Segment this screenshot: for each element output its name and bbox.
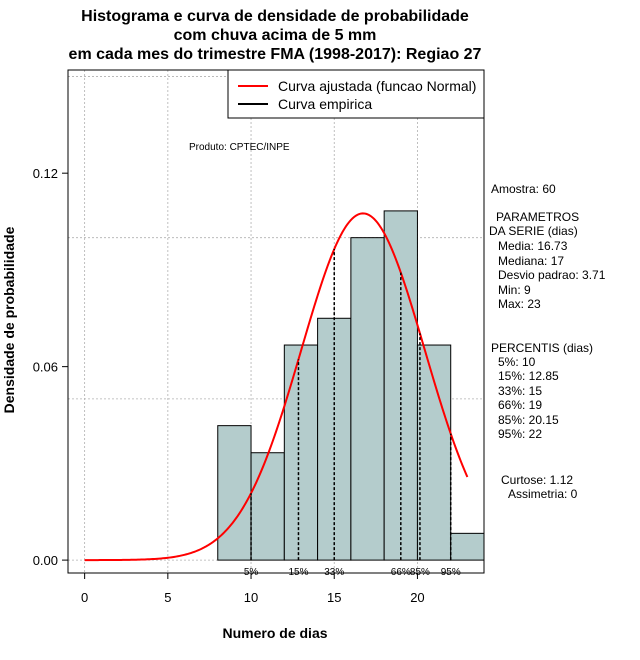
- chart-title-line-3: em cada mes do trimestre FMA (1998-2017)…: [69, 46, 482, 63]
- y-tick-label-2: 0.12: [33, 166, 58, 181]
- x-tick-label-0: 0: [81, 590, 88, 605]
- stat-max: Max: 23: [498, 297, 541, 311]
- stats-panel: Amostra: 60 PARAMETROS DA SERIE (dias) M…: [489, 182, 606, 501]
- normal-curve-line: [84, 212, 469, 562]
- stat-p66: 66%: 19: [498, 398, 542, 412]
- histogram-bar-7: [450, 532, 485, 561]
- product-annotation: Produto: CPTEC/INPE: [189, 142, 290, 153]
- x-tick-label-3: 15: [327, 590, 341, 605]
- histogram-bar-0: [217, 425, 252, 561]
- stat-mediana: Mediana: 17: [498, 254, 564, 268]
- stat-p33: 33%: 15: [498, 384, 542, 398]
- stat-p15: 15%: 12.85: [498, 369, 559, 383]
- stat-percentis-title: PERCENTIS (dias): [491, 341, 593, 355]
- stat-media: Media: 16.73: [498, 239, 568, 253]
- stat-params-title-2: DA SERIE (dias): [489, 224, 578, 238]
- stat-params-title-1: PARAMETROS: [496, 210, 579, 224]
- histogram-bar-5: [383, 210, 418, 561]
- y-tick-label-1: 0.06: [33, 360, 58, 375]
- legend-box: [227, 69, 485, 119]
- histogram-bar-2: [283, 344, 319, 561]
- plot-area: 5% 15% 33% 66% 85% 95%0 5 10 15 200.000.060.12: [33, 69, 485, 605]
- stat-amostra: Amostra: 60: [491, 182, 556, 196]
- histogram-bar-4: [350, 237, 385, 561]
- stat-desvio: Desvio padrao: 3.71: [498, 268, 606, 282]
- histogram-bar-1: [250, 452, 285, 561]
- y-tick-label-0: 0.00: [33, 553, 58, 568]
- stat-p5: 5%: 10: [498, 355, 536, 369]
- y-axis-label: Densidade de probabilidade: [1, 226, 17, 413]
- stat-p85: 85%: 20.15: [498, 413, 559, 427]
- legend-label-empirical: Curva empirica: [278, 96, 372, 112]
- chart-title-line-2: com chuva acima de 5 mm: [174, 27, 377, 44]
- x-tick-label-2: 10: [244, 590, 258, 605]
- stat-curtose: Curtose: 1.12: [501, 473, 573, 487]
- histogram-bar-6: [416, 344, 452, 561]
- legend: Curva ajustada (funcao Normal) Curva emp…: [227, 69, 485, 119]
- stat-min: Min: 9: [498, 283, 531, 297]
- x-tick-label-4: 20: [410, 590, 424, 605]
- stat-p95: 95%: 22: [498, 427, 542, 441]
- x-tick-label-1: 5: [164, 590, 171, 605]
- legend-label-normal: Curva ajustada (funcao Normal): [278, 78, 476, 94]
- chart-title-line-1: Histograma e curva de densidade de proba…: [81, 8, 469, 25]
- x-axis-label: Numero de dias: [222, 625, 327, 641]
- stat-assimetria: Assimetria: 0: [508, 487, 578, 501]
